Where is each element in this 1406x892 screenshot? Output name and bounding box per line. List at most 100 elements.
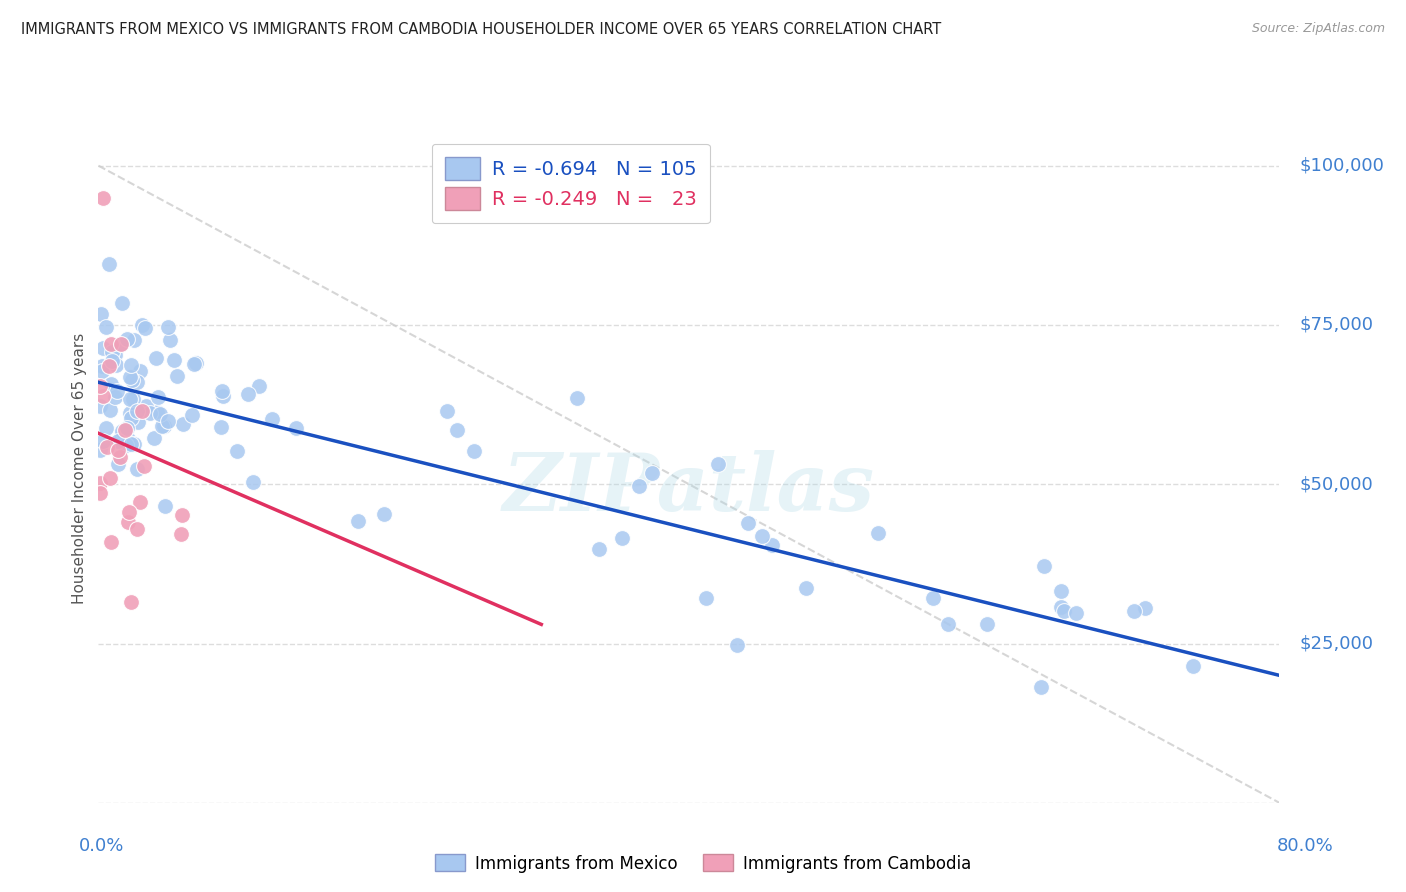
- Point: [172, 417, 194, 431]
- Point: [1133, 601, 1156, 615]
- Point: [93, 434, 115, 449]
- Point: [142, 431, 165, 445]
- Point: [134, 321, 156, 335]
- Point: [132, 458, 155, 473]
- Point: [100, 376, 122, 391]
- Point: [89, 400, 111, 414]
- Point: [125, 462, 148, 476]
- Text: IMMIGRANTS FROM MEXICO VS IMMIGRANTS FROM CAMBODIA HOUSEHOLDER INCOME OVER 65 YE: IMMIGRANTS FROM MEXICO VS IMMIGRANTS FRO…: [21, 22, 942, 37]
- Point: [104, 358, 127, 372]
- Point: [117, 432, 139, 446]
- Point: [89, 476, 111, 491]
- Point: [103, 348, 125, 362]
- Text: $25,000: $25,000: [1299, 634, 1374, 653]
- Point: [157, 320, 180, 334]
- Point: [127, 415, 149, 429]
- Point: [284, 421, 307, 435]
- Point: [100, 471, 122, 485]
- Point: [111, 296, 134, 310]
- Point: [111, 428, 134, 442]
- Legend: Immigrants from Mexico, Immigrants from Cambodia: Immigrants from Mexico, Immigrants from …: [429, 847, 977, 880]
- Point: [124, 333, 146, 347]
- Point: [131, 318, 153, 332]
- Point: [120, 359, 142, 373]
- Point: [1032, 559, 1054, 574]
- Point: [120, 410, 142, 425]
- Point: [1029, 681, 1052, 695]
- Point: [89, 379, 111, 393]
- Point: [706, 458, 728, 472]
- Point: [110, 336, 132, 351]
- Point: [101, 354, 124, 368]
- Point: [111, 424, 134, 438]
- Point: [166, 369, 188, 384]
- Point: [346, 514, 368, 528]
- Text: ZIPatlas: ZIPatlas: [503, 450, 875, 527]
- Point: [108, 450, 131, 465]
- Point: [150, 419, 173, 434]
- Point: [146, 405, 169, 419]
- Point: [1049, 600, 1071, 615]
- Point: [98, 403, 121, 417]
- Point: [96, 440, 118, 454]
- Point: [91, 359, 114, 374]
- Point: [149, 408, 172, 422]
- Point: [98, 359, 121, 374]
- Point: [436, 404, 458, 418]
- Point: [446, 423, 468, 437]
- Text: $50,000: $50,000: [1299, 475, 1372, 493]
- Point: [170, 527, 193, 541]
- Point: [89, 443, 111, 458]
- Point: [1123, 604, 1146, 618]
- Point: [120, 594, 142, 608]
- Point: [170, 508, 193, 522]
- Point: [163, 352, 186, 367]
- Point: [588, 541, 610, 556]
- Point: [125, 375, 148, 389]
- Point: [866, 526, 889, 541]
- Point: [153, 499, 176, 513]
- Point: [139, 406, 162, 420]
- Point: [238, 386, 260, 401]
- Point: [129, 495, 152, 509]
- Point: [565, 391, 588, 405]
- Point: [128, 364, 150, 378]
- Point: [118, 406, 141, 420]
- Point: [135, 399, 157, 413]
- Point: [120, 437, 142, 451]
- Point: [1182, 659, 1205, 673]
- Point: [115, 438, 138, 452]
- Text: $100,000: $100,000: [1299, 157, 1384, 175]
- Point: [157, 414, 180, 428]
- Y-axis label: Householder Income Over 65 years: Householder Income Over 65 years: [72, 333, 87, 604]
- Point: [91, 364, 114, 378]
- Point: [936, 616, 959, 631]
- Legend: R = -0.694   N = 105, R = -0.249   N =   23: R = -0.694 N = 105, R = -0.249 N = 23: [432, 144, 710, 223]
- Point: [751, 529, 773, 543]
- Point: [114, 423, 136, 437]
- Point: [91, 341, 114, 355]
- Point: [121, 373, 143, 387]
- Point: [145, 351, 167, 365]
- Point: [94, 421, 117, 435]
- Point: [737, 516, 759, 530]
- Text: 80.0%: 80.0%: [1277, 837, 1333, 855]
- Point: [107, 443, 129, 458]
- Point: [373, 507, 395, 521]
- Point: [120, 392, 142, 406]
- Point: [211, 389, 233, 403]
- Point: [1064, 606, 1087, 620]
- Point: [181, 408, 204, 422]
- Point: [976, 616, 998, 631]
- Point: [94, 319, 117, 334]
- Point: [463, 443, 485, 458]
- Point: [695, 591, 717, 606]
- Point: [100, 337, 122, 351]
- Point: [761, 538, 783, 552]
- Point: [115, 438, 138, 452]
- Point: [628, 479, 651, 493]
- Point: [122, 436, 145, 450]
- Point: [146, 390, 169, 404]
- Point: [159, 333, 181, 347]
- Point: [93, 388, 115, 402]
